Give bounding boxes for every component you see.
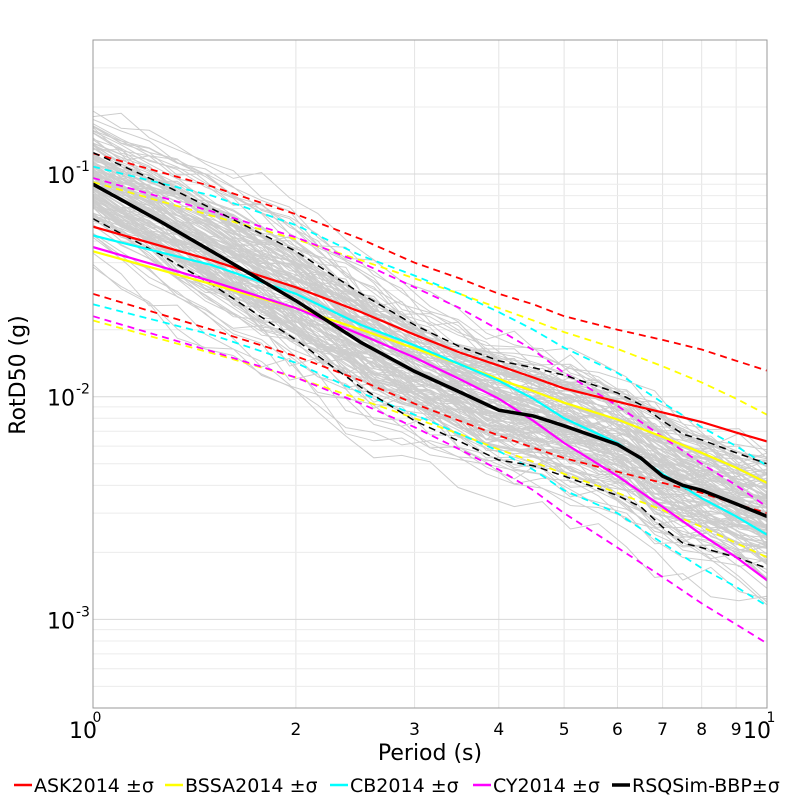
record-curve [93,143,767,483]
record-curve [93,130,767,477]
record-curve [93,233,767,529]
x-tick-label: 8 [696,720,707,740]
bssa2014-lower-line [93,319,767,559]
record-curve [93,235,767,580]
record-curve [93,169,767,459]
record-curve [93,127,767,504]
x-axis-title: Period (s) [378,741,482,766]
ask2014-lower-line [93,292,767,515]
record-curve [93,225,767,568]
record-curve [93,177,767,515]
record-curve [93,186,767,557]
x-tick-label: 7 [657,720,668,740]
rsqsim-bbp-lower-line [93,218,767,569]
record-curve [93,112,767,486]
series-lines [93,151,767,645]
record-curve [93,264,767,548]
record-curve [93,130,767,489]
legend-label: RSQSim-BBP±σ [632,775,780,797]
cb2014-median-line [93,234,767,536]
record-curve [93,123,767,488]
record-curve [93,200,767,500]
record-curve [93,204,767,554]
legend-label: ASK2014 ±σ [34,775,154,797]
y-tick-exponent: -1 [76,159,90,175]
legend: ASK2014 ±σ BSSA2014 ±σ CB2014 ±σ CY2014 ±σ R… [14,775,780,797]
record-curve [93,172,767,534]
record-curve [93,193,767,499]
record-curve [93,224,767,527]
x-tick-exponent: 0 [93,710,102,726]
x-tick-label: 5 [559,720,570,740]
record-curve [93,161,767,460]
record-curve [93,125,767,468]
y-tick-exponent: -2 [76,382,90,398]
x-tick-label: 3 [409,720,420,740]
y-tick-label: 10 [47,164,75,189]
legend-label: BSSA2014 ±σ [185,775,318,797]
y-tick-label: 10 [47,387,75,412]
record-curve [93,206,767,562]
legend-label: CB2014 ±σ [350,775,459,797]
y-axis-title: RotD50 (g) [6,315,31,434]
x-tick-label: 2 [290,720,301,740]
individual-record-curves [93,110,767,606]
y-tick-exponent: -3 [76,604,90,620]
x-tick-label: 6 [612,720,623,740]
x-tick-label: 9 [731,720,742,740]
rsqsim-bbp-median-line [93,182,767,519]
record-curve [93,146,767,521]
x-tick-exponent: 1 [767,710,776,726]
ask2014-upper-line [93,152,767,372]
record-curve [93,174,767,518]
rsqsim-bbp-upper-line [93,151,767,465]
record-curve [93,153,767,500]
record-curve [93,252,767,602]
record-curve [93,220,767,506]
plot-frame [92,39,768,709]
x-tick-label: 4 [493,720,504,740]
record-curve [93,195,767,488]
record-curve [93,207,767,600]
record-curve [93,154,767,487]
legend-label: CY2014 ±σ [493,775,600,797]
cy2014-median-line [93,246,767,582]
x-tick-label: 10 [743,719,771,744]
bssa2014-upper-line [93,181,767,416]
y-tick-label: 10 [47,609,75,634]
x-tick-label: 10 [69,719,97,744]
ask2014-median-line [93,225,767,443]
record-curve [93,166,767,523]
